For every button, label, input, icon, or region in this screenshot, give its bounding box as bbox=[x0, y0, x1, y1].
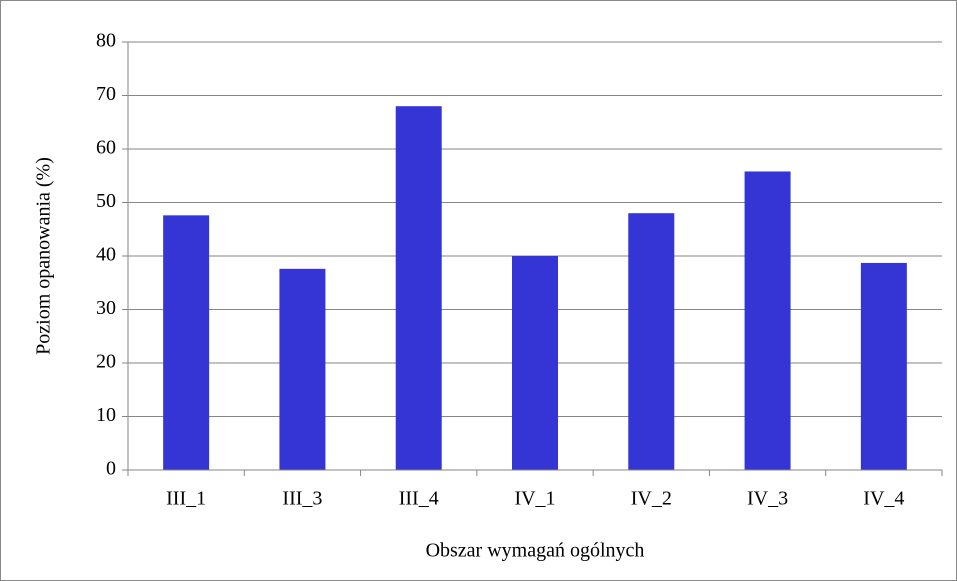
y-tick-label: 70 bbox=[96, 83, 116, 105]
y-tick-label: 10 bbox=[96, 404, 116, 426]
bar bbox=[860, 262, 907, 470]
y-tick-label: 0 bbox=[106, 458, 116, 480]
y-tick-label: 80 bbox=[96, 30, 116, 52]
x-axis-title: Obszar wymagań ogólnych bbox=[426, 540, 645, 562]
y-tick-label: 30 bbox=[96, 297, 116, 319]
y-tick-label: 40 bbox=[96, 244, 116, 266]
bar bbox=[744, 171, 791, 470]
y-tick-label: 50 bbox=[96, 190, 116, 212]
bar bbox=[395, 106, 442, 470]
bar bbox=[628, 213, 675, 470]
y-axis-title: Poziom opanowania (%) bbox=[33, 157, 55, 355]
bar bbox=[279, 268, 326, 470]
bar bbox=[163, 215, 210, 470]
x-tick-label: III_4 bbox=[399, 488, 439, 510]
y-tick-label: 60 bbox=[96, 137, 116, 159]
x-tick-label: III_3 bbox=[282, 488, 322, 510]
x-tick-label: IV_1 bbox=[514, 488, 555, 510]
y-tick-label: 20 bbox=[96, 351, 116, 373]
x-tick-label: IV_4 bbox=[863, 488, 904, 510]
bar bbox=[512, 256, 558, 470]
x-tick-label: IV_3 bbox=[747, 488, 788, 510]
x-tick-label: III_1 bbox=[166, 488, 206, 510]
x-tick-label: IV_2 bbox=[631, 488, 672, 510]
